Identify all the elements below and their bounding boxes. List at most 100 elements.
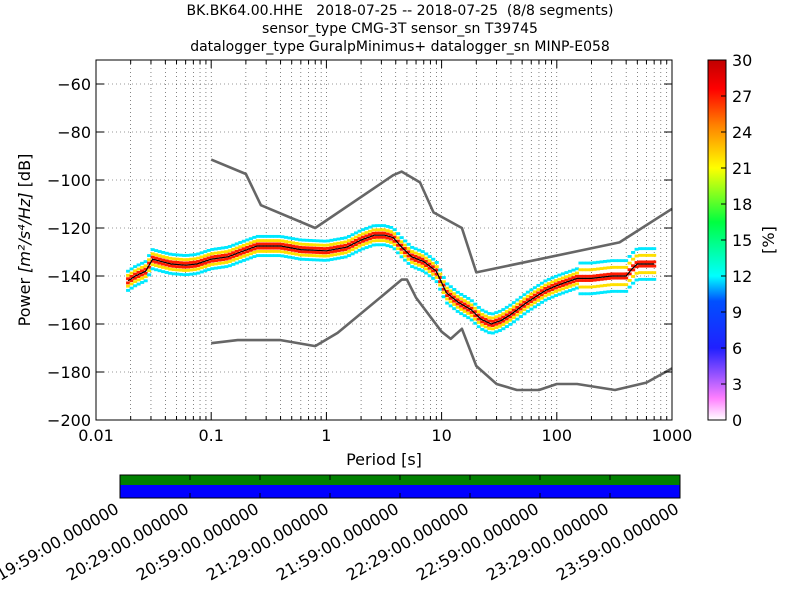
psd-cell [585, 285, 590, 289]
psd-cell [375, 243, 380, 247]
psd-cell [322, 243, 327, 247]
psd-cell [325, 239, 331, 243]
psd-cell [592, 291, 597, 295]
psd-cell [459, 304, 464, 308]
psd-cell [252, 243, 257, 247]
timeline-tick-label: 20:59:00.000000 [133, 499, 262, 584]
psd-cell [413, 247, 418, 251]
psd-cell [638, 247, 643, 251]
psd-cell [311, 250, 317, 254]
psd-cell [126, 273, 131, 277]
psd-cell [617, 276, 622, 280]
psd-cell [325, 258, 331, 262]
psd-cell [315, 254, 320, 258]
psd-cell [490, 316, 495, 320]
psd-cell [157, 265, 162, 268]
psd-cell [599, 291, 604, 295]
psd-cell [494, 311, 499, 315]
psd-cell [192, 260, 197, 264]
psd-cell [297, 257, 303, 261]
psd-cell [501, 323, 506, 326]
psd-cell [410, 257, 415, 261]
psd-cell [234, 246, 239, 250]
psd-cell [329, 258, 334, 261]
psd-cell [294, 245, 299, 249]
psd-cell [403, 251, 408, 255]
psd-cell [245, 242, 250, 246]
psd-cell [581, 279, 587, 282]
psd-cell [564, 290, 569, 294]
psd-cell [301, 246, 306, 250]
psd-cell [283, 243, 288, 247]
psd-cell [241, 258, 246, 262]
psd-cell [231, 243, 236, 247]
psd-cell [645, 253, 650, 257]
psd-cell [136, 282, 141, 286]
psd-cell [336, 256, 341, 260]
psd-cell [217, 266, 222, 270]
psd-cell [382, 239, 387, 243]
psd-cell [652, 271, 657, 275]
psd-cell [606, 259, 611, 263]
psd-cell [368, 233, 373, 237]
x-tick-label: 0.01 [78, 426, 114, 445]
colorbar-tick-label: 3 [732, 375, 742, 394]
psd-cell [645, 264, 650, 268]
psd-cell [259, 254, 264, 258]
psd-cell [336, 237, 341, 241]
psd-cell [350, 248, 355, 252]
psd-cell [494, 322, 499, 326]
psd-cell [322, 247, 327, 251]
psd-cell [157, 269, 162, 273]
psd-cell [332, 242, 338, 246]
psd-cell [483, 322, 488, 325]
psd-cell [396, 247, 401, 251]
psd-cell [371, 228, 376, 232]
psd-cell [182, 254, 187, 257]
psd-cell [410, 250, 415, 254]
psd-cell [382, 231, 387, 235]
psd-cell [631, 264, 636, 268]
psd-cell [399, 236, 404, 240]
psd-cell [126, 288, 131, 292]
psd-cell [322, 239, 327, 243]
psd-cell [595, 291, 601, 295]
psd-cell [185, 268, 190, 272]
psd-cell [210, 259, 215, 263]
psd-cell [571, 272, 576, 276]
psd-cell [564, 286, 569, 290]
psd-cell [301, 257, 306, 261]
x-axis-label: Period [s] [346, 450, 422, 469]
psd-cell [553, 294, 559, 298]
psd-cell [371, 231, 376, 235]
psd-cell [504, 325, 509, 328]
psd-cell [560, 291, 566, 295]
psd-cell [459, 297, 464, 301]
psd-cell [487, 319, 492, 323]
psd-cell [543, 291, 548, 295]
psd-cell [164, 271, 169, 274]
chart-title: BK.BK64.00.HHE 2018-07-25 -- 2018-07-25 … [186, 3, 614, 19]
psd-cell [199, 270, 204, 274]
psd-cell [252, 250, 257, 254]
psd-cell [620, 265, 625, 269]
psd-cell [350, 233, 355, 237]
psd-cell [192, 253, 197, 257]
psd-cell [546, 292, 552, 296]
psd-cell [147, 273, 152, 277]
psd-cell [343, 243, 348, 247]
psd-cell [182, 258, 187, 262]
psd-cell [648, 253, 653, 257]
psd-cell [227, 249, 232, 253]
psd-cell [631, 275, 636, 278]
psd-cell [266, 249, 271, 253]
psd-cell [571, 287, 576, 291]
psd-cell [329, 238, 334, 242]
psd-cell [645, 277, 650, 281]
psd-cell [354, 243, 359, 247]
psd-cell [346, 234, 352, 238]
psd-cell [550, 283, 555, 287]
psd-cell [610, 276, 615, 280]
psd-cell [624, 259, 629, 263]
psd-cell [192, 268, 197, 272]
